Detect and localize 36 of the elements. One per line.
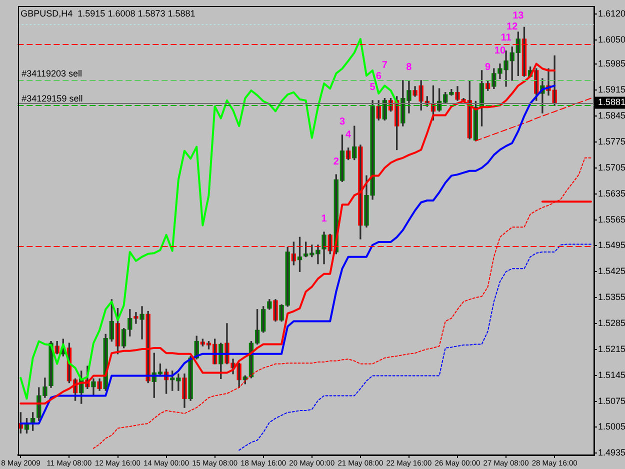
y-tick-label: 1.5355 [598,292,625,302]
y-tick-label: 1.5005 [598,422,625,432]
text: 11 [500,32,512,44]
text: 10 [494,46,506,57]
text: 2 [333,156,339,168]
y-tick-label: 1.5215 [598,344,625,354]
y-tick-label: 1.5565 [598,214,625,224]
y-tick-label: 1.5775 [598,136,625,146]
y-tick-label: 1.5285 [598,318,625,328]
y-tick-label: 1.5985 [598,58,625,69]
y-tick-label: 1.4935 [598,448,625,458]
y-tick-label: 1.5705 [598,162,625,172]
y-tick-label: 1.5635 [598,188,625,198]
text: 3 [339,116,346,128]
text: 9 [485,62,491,74]
ref-line-label: #34119203 sell [22,68,82,78]
text: 5 [370,82,376,94]
y-tick-label: 1.5915 [598,84,625,95]
text: 8 [406,62,412,74]
y-tick-label: 1.5075 [598,396,625,406]
y-tick-label: 1.6050 [598,34,625,45]
ref-line-label: 1.5881 [598,97,625,108]
line-series [238,244,592,451]
text: 12 [506,22,518,33]
y-tick-label: 1.5845 [598,110,625,121]
text: 1 [321,214,327,225]
text: 13 [512,10,524,22]
text: 7 [382,60,388,72]
ref-line-label: #34129159 sell [22,93,83,104]
text: 6 [376,71,382,82]
y-tick-label: 1.5145 [598,370,625,380]
y-tick-label: 1.5495 [598,240,625,250]
chart-title: GBPUSD,H4 1.5915 1.6008 1.5873 1.5881 [20,8,196,18]
y-tick-label: 1.6120 [598,8,625,19]
y-tick-label: 1.5425 [598,266,625,276]
text: 4 [346,130,352,141]
